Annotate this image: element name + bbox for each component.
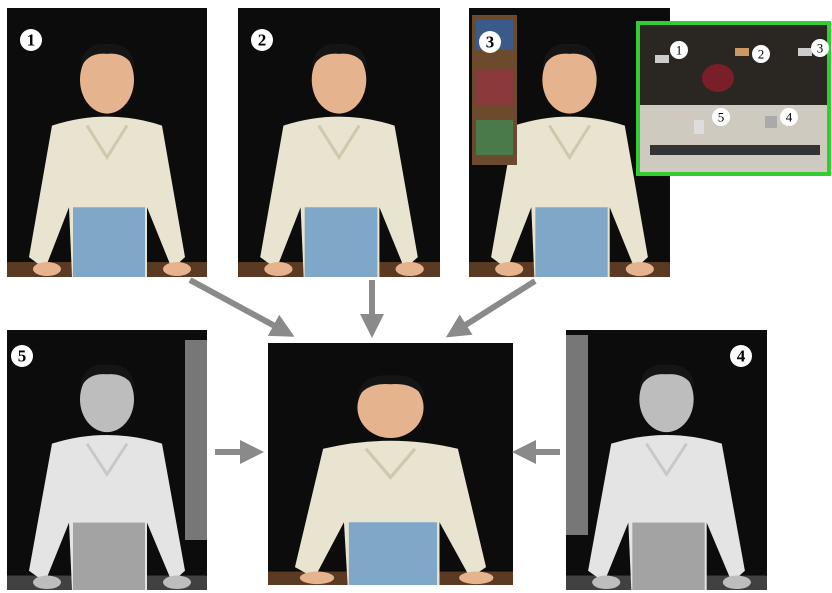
label-badge <box>251 29 273 51</box>
view-label: 1 <box>27 31 36 50</box>
inset-badge <box>670 41 688 59</box>
synthesized-view <box>268 343 513 585</box>
view-label: 5 <box>18 347 27 366</box>
labels: 1 2 3 5 4 1 2 3 4 5 <box>11 29 829 367</box>
arrow <box>445 278 537 338</box>
label-badge <box>11 345 33 367</box>
arrow <box>188 277 295 337</box>
inset-badge <box>811 39 829 57</box>
label-badge <box>479 31 501 53</box>
view-label: 3 <box>486 33 495 52</box>
inset-badge <box>752 45 770 63</box>
arrows <box>188 277 560 464</box>
inset-label: 3 <box>817 41 824 56</box>
label-badge <box>730 345 752 367</box>
view-label: 4 <box>737 347 746 366</box>
inset-label: 1 <box>676 43 683 58</box>
inset-badge <box>712 108 730 126</box>
inset-label: 4 <box>786 110 793 125</box>
view-4 <box>566 330 767 590</box>
view-5 <box>7 330 207 590</box>
view-label: 2 <box>258 31 267 50</box>
inset-label: 2 <box>758 47 765 62</box>
inset-label: 5 <box>718 110 725 125</box>
inset-badge <box>780 108 798 126</box>
label-badge <box>20 29 42 51</box>
inset <box>636 21 831 176</box>
